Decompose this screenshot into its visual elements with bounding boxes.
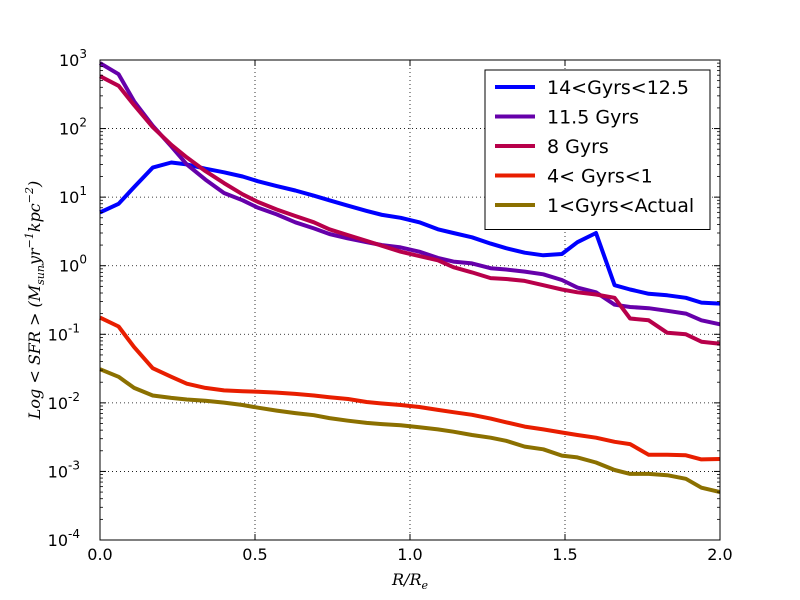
y-tick-label: 100: [59, 253, 87, 276]
y-axis-label-part: ): [25, 181, 44, 188]
y-tick-label: 10-1: [48, 321, 80, 344]
y-tick-exponent: -4: [68, 527, 80, 541]
y-tick-label: 102: [59, 116, 87, 139]
y-tick-exponent: -2: [68, 390, 80, 404]
y-tick-label: 10-2: [48, 390, 80, 413]
x-axis-label-sub: e: [421, 579, 428, 592]
y-tick-base: 10: [48, 325, 68, 344]
y-tick-exponent: 0: [79, 253, 87, 267]
y-tick-label: 101: [59, 184, 87, 207]
series-line-4: [100, 369, 720, 492]
y-tick-label: 103: [59, 47, 87, 70]
y-axis-label-part: sun: [34, 265, 47, 285]
y-tick-base: 10: [59, 51, 79, 70]
y-axis-label-part: yr: [25, 247, 44, 266]
y-tick-base: 10: [48, 531, 68, 550]
y-tick-exponent: -3: [68, 458, 80, 472]
y-axis-label-part: −1: [23, 232, 36, 248]
x-tick-label: 1.5: [552, 545, 577, 564]
legend-label-3: 4< Gyrs<1: [547, 166, 653, 188]
y-tick-label: 10-3: [48, 458, 80, 481]
y-tick-exponent: 3: [79, 47, 87, 61]
legend-label-0: 14<Gyrs<12.5: [547, 77, 689, 99]
legend: 14<Gyrs<12.5 11.5 Gyrs 8 Gyrs 4< Gyrs<1 1<Gy…: [485, 70, 710, 230]
x-tick-label: 0.0: [87, 545, 112, 564]
y-tick-base: 10: [59, 257, 79, 276]
y-tick-base: 10: [59, 120, 79, 139]
y-tick-base: 10: [48, 394, 68, 413]
y-tick-exponent: 1: [79, 184, 87, 198]
y-axis-label-part: kpc: [25, 203, 44, 232]
x-axis-label-main: R/R: [391, 570, 421, 589]
legend-label-4: 1<Gyrs<Actual: [547, 195, 694, 217]
y-tick-exponent: -1: [68, 321, 80, 335]
y-tick-label: 10-4: [48, 527, 80, 550]
y-axis-label-part: Log < SFR > (M: [25, 284, 44, 420]
y-axis-label: Log < SFR > (Msunyr−1kpc−2): [23, 181, 47, 421]
legend-label-1: 11.5 Gyrs: [547, 107, 639, 129]
legend-label-2: 8 Gyrs: [547, 136, 609, 158]
y-tick-exponent: 2: [79, 116, 87, 130]
y-axis-label-part: −2: [23, 187, 36, 203]
y-tick-base: 10: [48, 462, 68, 481]
y-tick-base: 10: [59, 188, 79, 207]
x-axis-label: R/Re: [391, 570, 428, 592]
x-tick-label: 2.0: [707, 545, 732, 564]
x-tick-label: 0.5: [242, 545, 267, 564]
x-tick-label: 1.0: [397, 545, 422, 564]
